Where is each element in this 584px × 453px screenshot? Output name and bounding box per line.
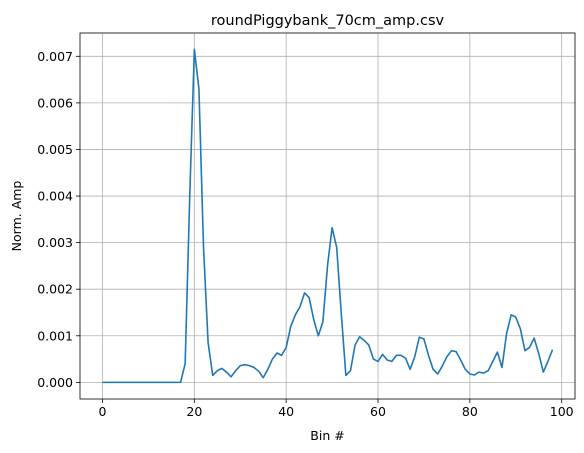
series-layer (102, 48, 554, 384)
y-axis: 0.000 0.001 0.002 0.003 0.004 0.005 0.006 0.007 (37, 49, 80, 390)
x-axis: 0 20 40 60 80 100 (99, 399, 574, 419)
y-tick-label: 0.001 (37, 328, 73, 343)
y-tick-label: 0.002 (37, 282, 73, 297)
y-axis-label: Norm. Amp (9, 181, 24, 252)
x-tick-label: 80 (462, 404, 478, 419)
y-tick-label: 0.000 (37, 375, 73, 390)
x-tick-label: 20 (186, 404, 202, 419)
y-tick-label: 0.003 (37, 235, 73, 250)
grid (80, 33, 575, 399)
x-tick-label: 100 (550, 404, 574, 419)
y-tick-label: 0.007 (37, 49, 73, 64)
x-tick-label: 0 (99, 404, 107, 419)
y-tick-label: 0.006 (37, 95, 73, 110)
series-line (102, 48, 554, 384)
x-tick-label: 60 (370, 404, 386, 419)
x-tick-label: 40 (278, 404, 294, 419)
y-tick-label: 0.005 (37, 142, 73, 157)
x-axis-label: Bin # (310, 428, 344, 443)
plot-frame (79, 32, 576, 400)
y-tick-label: 0.004 (37, 189, 73, 204)
chart-title: roundPiggybank_70cm_amp.csv (211, 13, 445, 29)
